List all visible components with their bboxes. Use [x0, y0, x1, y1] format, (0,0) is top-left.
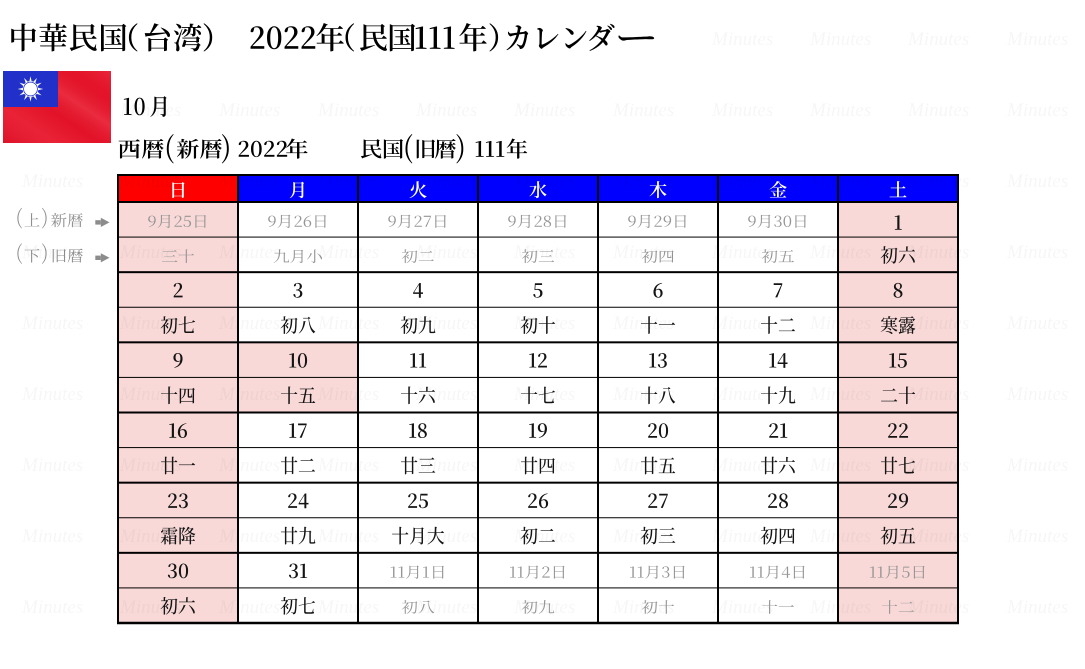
svg-text:Minutes: Minutes [612, 171, 674, 192]
svg-text:Minutes: Minutes [415, 313, 477, 334]
svg-text:Minutes: Minutes [119, 100, 181, 121]
svg-text:Minutes: Minutes [1006, 455, 1068, 476]
svg-text:Minutes: Minutes [711, 313, 773, 334]
svg-text:Minutes: Minutes [317, 526, 379, 547]
svg-text:Minutes: Minutes [21, 455, 83, 476]
svg-text:Minutes: Minutes [612, 100, 674, 121]
svg-text:Minutes: Minutes [513, 384, 575, 405]
svg-text:Minutes: Minutes [907, 313, 969, 334]
svg-text:Minutes: Minutes [218, 242, 280, 263]
svg-text:Minutes: Minutes [1006, 171, 1068, 192]
svg-text:Minutes: Minutes [218, 171, 280, 192]
svg-text:Minutes: Minutes [809, 384, 871, 405]
svg-text:Minutes: Minutes [513, 100, 575, 121]
svg-text:Minutes: Minutes [711, 455, 773, 476]
svg-text:Minutes: Minutes [612, 455, 674, 476]
svg-text:Minutes: Minutes [415, 526, 477, 547]
svg-text:Minutes: Minutes [119, 242, 181, 263]
svg-text:Minutes: Minutes [612, 526, 674, 547]
svg-text:Minutes: Minutes [218, 597, 280, 618]
svg-text:Minutes: Minutes [218, 100, 280, 121]
svg-text:Minutes: Minutes [809, 455, 871, 476]
svg-text:Minutes: Minutes [711, 100, 773, 121]
svg-text:Minutes: Minutes [317, 455, 379, 476]
svg-text:Minutes: Minutes [218, 313, 280, 334]
svg-text:Minutes: Minutes [809, 171, 871, 192]
svg-text:Minutes: Minutes [119, 597, 181, 618]
svg-text:Minutes: Minutes [119, 526, 181, 547]
svg-text:Minutes: Minutes [1006, 384, 1068, 405]
svg-text:Minutes: Minutes [711, 526, 773, 547]
svg-text:Minutes: Minutes [21, 313, 83, 334]
svg-text:Minutes: Minutes [415, 171, 477, 192]
svg-text:Minutes: Minutes [21, 526, 83, 547]
svg-text:Minutes: Minutes [21, 242, 83, 263]
svg-text:Minutes: Minutes [809, 313, 871, 334]
svg-text:Minutes: Minutes [415, 242, 477, 263]
svg-text:Minutes: Minutes [907, 242, 969, 263]
svg-text:Minutes: Minutes [711, 29, 773, 50]
svg-text:Minutes: Minutes [218, 384, 280, 405]
svg-text:Minutes: Minutes [1006, 526, 1068, 547]
svg-text:Minutes: Minutes [513, 526, 575, 547]
svg-text:Minutes: Minutes [809, 29, 871, 50]
svg-text:Minutes: Minutes [317, 171, 379, 192]
svg-text:Minutes: Minutes [513, 597, 575, 618]
svg-text:Minutes: Minutes [809, 100, 871, 121]
svg-text:Minutes: Minutes [317, 597, 379, 618]
svg-text:Minutes: Minutes [317, 384, 379, 405]
svg-text:Minutes: Minutes [415, 100, 477, 121]
svg-text:Minutes: Minutes [21, 597, 83, 618]
svg-text:Minutes: Minutes [907, 597, 969, 618]
svg-text:Minutes: Minutes [612, 242, 674, 263]
svg-text:Minutes: Minutes [513, 171, 575, 192]
svg-text:Minutes: Minutes [612, 384, 674, 405]
svg-text:Minutes: Minutes [907, 526, 969, 547]
svg-text:Minutes: Minutes [513, 313, 575, 334]
svg-text:Minutes: Minutes [711, 384, 773, 405]
svg-text:Minutes: Minutes [711, 597, 773, 618]
svg-text:Minutes: Minutes [415, 597, 477, 618]
svg-text:Minutes: Minutes [809, 597, 871, 618]
svg-text:Minutes: Minutes [809, 242, 871, 263]
svg-text:Minutes: Minutes [612, 597, 674, 618]
svg-text:Minutes: Minutes [711, 171, 773, 192]
svg-text:Minutes: Minutes [907, 384, 969, 405]
svg-text:Minutes: Minutes [513, 242, 575, 263]
svg-text:Minutes: Minutes [1006, 29, 1068, 50]
svg-text:Minutes: Minutes [1006, 100, 1068, 121]
svg-text:Minutes: Minutes [513, 455, 575, 476]
svg-text:Minutes: Minutes [809, 526, 871, 547]
svg-text:Minutes: Minutes [119, 313, 181, 334]
svg-text:Minutes: Minutes [1006, 597, 1068, 618]
svg-text:Minutes: Minutes [612, 313, 674, 334]
svg-text:Minutes: Minutes [119, 384, 181, 405]
svg-text:Minutes: Minutes [415, 455, 477, 476]
svg-text:Minutes: Minutes [415, 384, 477, 405]
svg-text:Minutes: Minutes [317, 242, 379, 263]
svg-text:Minutes: Minutes [119, 455, 181, 476]
svg-text:Minutes: Minutes [907, 29, 969, 50]
svg-text:Minutes: Minutes [21, 171, 83, 192]
svg-text:Minutes: Minutes [218, 526, 280, 547]
svg-text:Minutes: Minutes [119, 171, 181, 192]
svg-text:Minutes: Minutes [907, 455, 969, 476]
svg-text:Minutes: Minutes [218, 455, 280, 476]
svg-text:Minutes: Minutes [317, 313, 379, 334]
svg-text:Minutes: Minutes [907, 171, 969, 192]
svg-text:Minutes: Minutes [711, 242, 773, 263]
svg-text:Minutes: Minutes [1006, 242, 1068, 263]
svg-text:Minutes: Minutes [317, 100, 379, 121]
svg-text:Minutes: Minutes [21, 384, 83, 405]
svg-text:Minutes: Minutes [1006, 313, 1068, 334]
svg-text:Minutes: Minutes [907, 100, 969, 121]
